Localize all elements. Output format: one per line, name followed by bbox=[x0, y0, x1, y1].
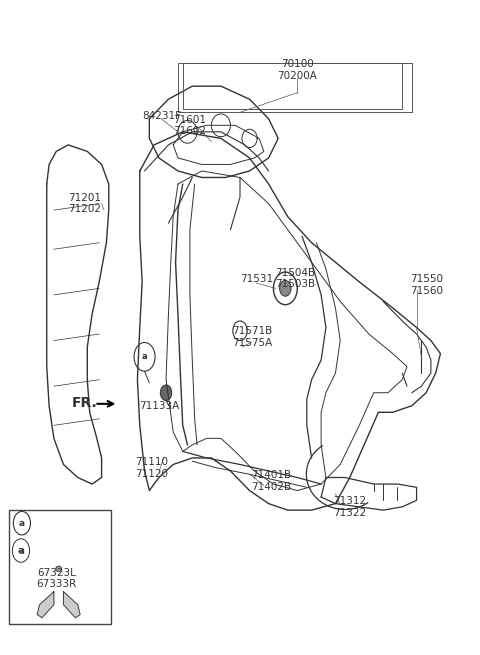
Text: 67323L
67333R: 67323L 67333R bbox=[36, 568, 76, 590]
Text: 71504B
71503B: 71504B 71503B bbox=[275, 268, 315, 290]
Text: 71531: 71531 bbox=[240, 274, 273, 284]
Ellipse shape bbox=[56, 566, 61, 571]
Circle shape bbox=[12, 539, 30, 562]
Text: 71401B
71402B: 71401B 71402B bbox=[251, 470, 291, 491]
Polygon shape bbox=[63, 591, 80, 618]
Text: 84231F: 84231F bbox=[142, 111, 181, 121]
Text: a: a bbox=[142, 352, 147, 362]
Text: 71312
71322: 71312 71322 bbox=[333, 496, 366, 517]
Circle shape bbox=[160, 385, 172, 401]
Circle shape bbox=[13, 512, 31, 535]
Text: a: a bbox=[18, 546, 24, 555]
Text: 71550
71560: 71550 71560 bbox=[409, 274, 443, 296]
Text: 71110
71120: 71110 71120 bbox=[135, 457, 168, 479]
Text: 71571B
71575A: 71571B 71575A bbox=[232, 326, 272, 348]
Text: 71601
71602: 71601 71602 bbox=[173, 115, 206, 136]
Text: 71133A: 71133A bbox=[139, 401, 179, 411]
Bar bbox=[9, 510, 111, 624]
Polygon shape bbox=[37, 591, 54, 618]
Text: a: a bbox=[18, 546, 24, 555]
Text: a: a bbox=[19, 519, 25, 528]
Text: 70100
70200A: 70100 70200A bbox=[277, 59, 317, 81]
Text: 71201
71202: 71201 71202 bbox=[69, 193, 101, 214]
Bar bbox=[183, 64, 402, 109]
Circle shape bbox=[280, 280, 291, 296]
Bar bbox=[178, 64, 412, 112]
Text: FR.: FR. bbox=[72, 396, 98, 409]
